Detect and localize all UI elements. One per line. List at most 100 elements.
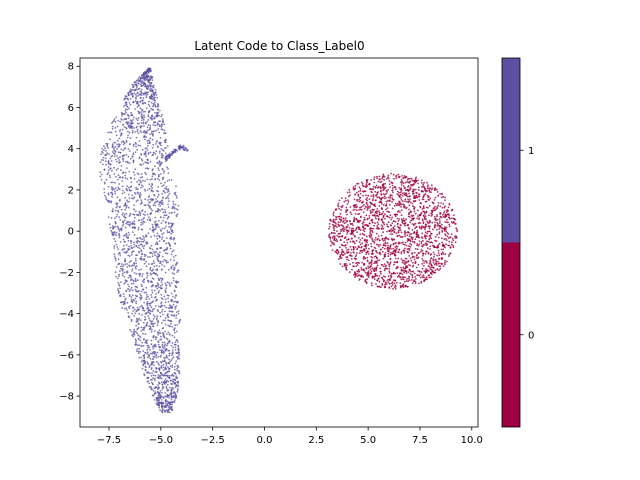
point-class-1 <box>167 331 170 334</box>
point-class-1 <box>138 193 140 196</box>
point-class-1 <box>151 133 154 136</box>
point-class-0 <box>363 255 365 258</box>
point-class-1 <box>113 237 116 240</box>
point-class-1 <box>170 266 173 268</box>
point-class-0 <box>438 257 440 260</box>
point-class-1 <box>154 379 156 382</box>
point-class-0 <box>394 186 397 189</box>
point-class-1 <box>145 265 148 268</box>
point-class-1 <box>177 347 180 350</box>
point-class-0 <box>335 216 337 218</box>
point-class-1 <box>185 147 188 150</box>
point-class-1 <box>139 130 142 132</box>
chart-title: Latent Code to Class_Label0 <box>194 39 364 53</box>
point-class-0 <box>430 188 433 191</box>
point-class-1 <box>157 386 160 388</box>
point-class-1 <box>153 352 156 355</box>
point-class-1 <box>144 318 147 321</box>
point-class-0 <box>371 208 374 211</box>
point-class-1 <box>117 209 119 212</box>
point-class-1 <box>132 213 135 216</box>
point-class-1 <box>152 308 154 311</box>
point-class-1 <box>129 91 132 94</box>
point-class-1 <box>117 228 120 231</box>
point-class-1 <box>167 194 170 197</box>
point-class-0 <box>337 250 340 253</box>
point-class-0 <box>430 257 432 260</box>
point-class-0 <box>410 233 413 235</box>
point-class-1 <box>142 163 145 165</box>
point-class-1 <box>149 97 152 100</box>
point-class-1 <box>151 262 154 265</box>
point-class-1 <box>116 202 119 205</box>
point-class-1 <box>174 362 177 365</box>
point-class-0 <box>435 219 437 222</box>
point-class-0 <box>404 233 406 236</box>
point-class-1 <box>176 356 179 359</box>
point-class-1 <box>102 163 104 166</box>
point-class-1 <box>173 399 176 402</box>
point-class-0 <box>411 215 414 218</box>
point-class-0 <box>411 236 414 239</box>
point-class-1 <box>186 149 189 151</box>
point-class-1 <box>167 401 170 404</box>
point-class-1 <box>153 330 156 332</box>
point-class-1 <box>171 325 174 328</box>
point-class-1 <box>173 211 176 214</box>
point-class-1 <box>146 218 149 221</box>
point-class-1 <box>156 189 159 192</box>
point-class-1 <box>154 200 157 203</box>
point-class-0 <box>424 260 426 262</box>
point-class-1 <box>129 122 132 125</box>
point-class-1 <box>140 304 143 307</box>
point-class-1 <box>120 148 123 151</box>
point-class-1 <box>178 320 181 323</box>
point-class-1 <box>175 375 178 378</box>
point-class-0 <box>344 236 347 239</box>
point-class-1 <box>135 188 138 191</box>
point-class-0 <box>417 182 419 185</box>
point-class-1 <box>169 333 171 336</box>
point-class-1 <box>166 229 169 232</box>
point-class-0 <box>432 261 435 264</box>
point-class-1 <box>183 147 185 149</box>
point-class-1 <box>118 275 120 278</box>
point-class-0 <box>392 242 395 245</box>
point-class-1 <box>135 95 138 97</box>
point-class-1 <box>167 206 170 208</box>
point-class-0 <box>424 223 427 226</box>
point-class-0 <box>383 195 386 198</box>
point-class-1 <box>171 150 174 153</box>
point-class-0 <box>378 280 381 283</box>
point-class-1 <box>167 324 170 327</box>
point-class-1 <box>111 210 114 213</box>
point-class-1 <box>112 120 114 123</box>
point-class-0 <box>400 266 402 269</box>
point-class-0 <box>351 227 353 230</box>
point-class-1 <box>124 197 126 199</box>
point-class-1 <box>167 342 169 345</box>
point-class-0 <box>441 206 444 209</box>
point-class-1 <box>145 107 148 110</box>
point-class-1 <box>124 216 127 219</box>
point-class-1 <box>160 222 163 225</box>
point-class-1 <box>165 306 168 309</box>
point-class-0 <box>384 255 387 258</box>
point-class-0 <box>362 269 365 271</box>
point-class-0 <box>398 275 400 277</box>
point-class-0 <box>399 282 402 284</box>
point-class-1 <box>161 161 163 164</box>
point-class-1 <box>158 401 161 404</box>
point-class-0 <box>336 249 338 252</box>
point-class-1 <box>113 188 115 191</box>
point-class-1 <box>145 131 148 134</box>
point-class-0 <box>382 193 385 195</box>
point-class-1 <box>153 322 156 325</box>
point-class-1 <box>173 148 175 151</box>
point-class-0 <box>408 269 411 272</box>
point-class-0 <box>447 244 449 247</box>
point-class-1 <box>120 265 122 268</box>
point-class-0 <box>361 232 364 235</box>
point-class-0 <box>347 224 349 226</box>
point-class-1 <box>146 344 149 347</box>
